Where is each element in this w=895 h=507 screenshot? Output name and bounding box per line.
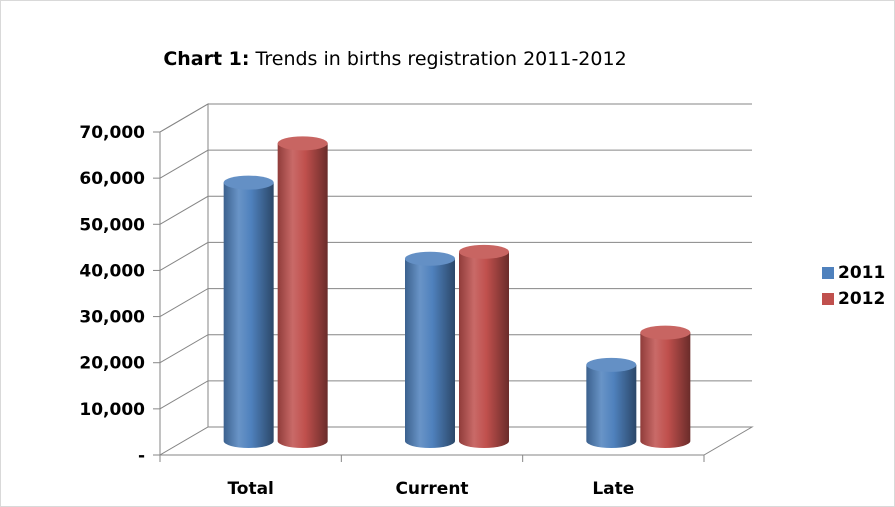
y-tick-label: 50,000 [79, 215, 145, 235]
bar-2011-late [586, 364, 637, 448]
gridline [159, 241, 752, 271]
chart-title: Chart 1: Trends in births registration 2… [0, 48, 790, 70]
bar-top-2012-current [459, 244, 509, 259]
y-tick-label: 70,000 [79, 123, 145, 143]
gridline [159, 380, 752, 410]
legend-swatch-2012 [822, 293, 834, 305]
x-tick-label: Late [592, 479, 634, 499]
chart-title-bold: Chart 1: [163, 48, 250, 70]
bar-top-2011-current [405, 251, 455, 266]
bar-2011-total [223, 182, 274, 448]
legend-label-2012: 2012 [838, 289, 886, 309]
bar-2011-current [405, 258, 455, 448]
gridline [159, 195, 752, 225]
side-wall [159, 103, 209, 456]
x-tick-label: Total [227, 479, 273, 499]
legend-swatch-2011 [822, 267, 834, 279]
legend-label-2011: 2011 [838, 263, 886, 283]
y-tick-label: 40,000 [79, 261, 145, 281]
x-tick-label: Current [395, 479, 468, 499]
gridline [159, 334, 752, 364]
y-tick-label: 20,000 [79, 354, 145, 374]
bar-top-2012-total [277, 136, 328, 151]
gridline [159, 149, 752, 179]
legend-item-2012: 2012 [822, 286, 885, 312]
bar-top-2012-late [640, 325, 691, 340]
gridline [159, 288, 752, 318]
y-tick-label: - [138, 446, 145, 466]
legend: 2011 2012 [822, 260, 885, 312]
y-tick-label: 30,000 [79, 308, 145, 328]
y-tick-label: 60,000 [79, 169, 145, 189]
gridline [159, 103, 752, 133]
chart-title-text: Trends in births registration 2011-2012 [249, 48, 627, 70]
bar-2012-late [640, 332, 691, 448]
bar-2012-total [277, 143, 328, 448]
bar-2012-current [459, 251, 509, 448]
y-tick-label: 10,000 [79, 400, 145, 420]
bar-top-2011-total [223, 175, 274, 190]
legend-item-2011: 2011 [822, 260, 885, 286]
bar-top-2011-late [586, 357, 637, 372]
